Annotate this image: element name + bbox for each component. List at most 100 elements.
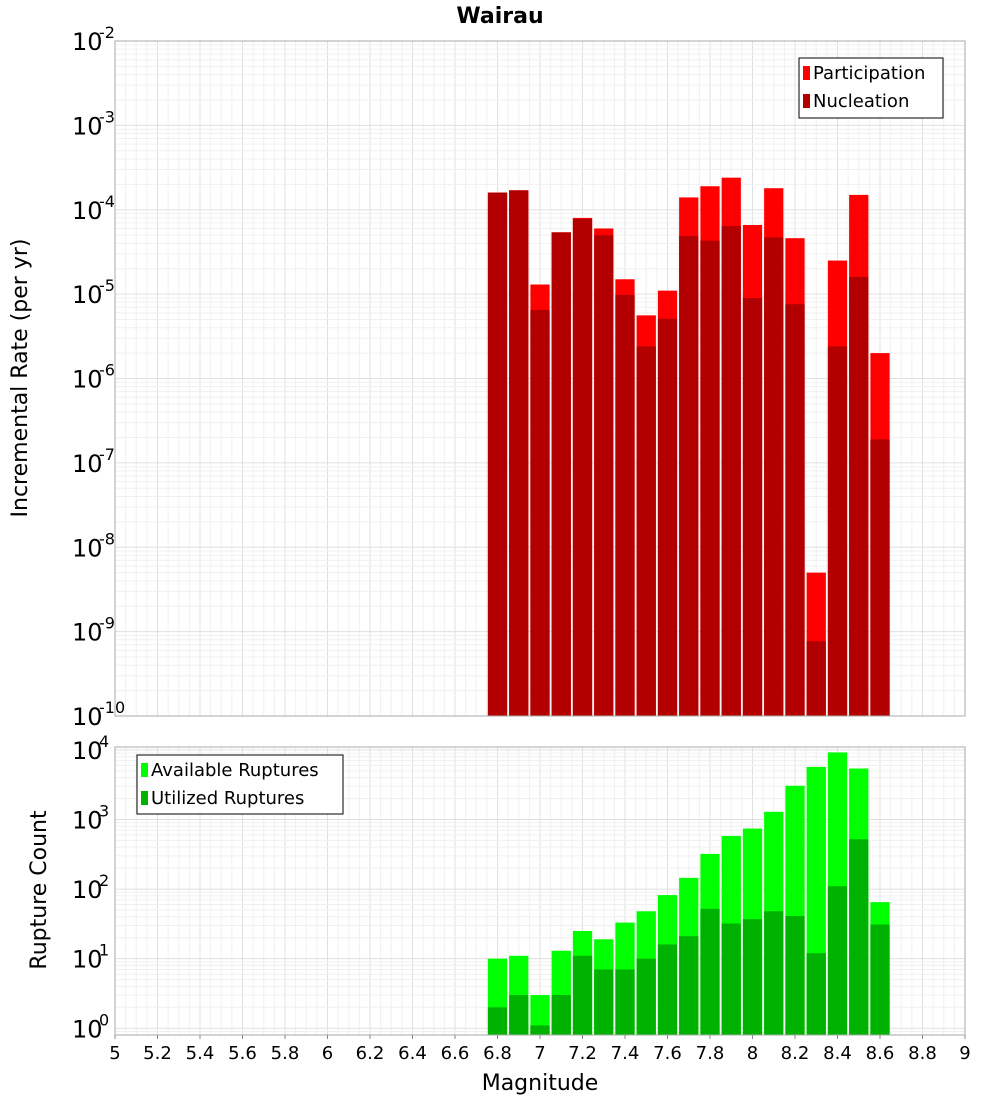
x-tick-label: 7.6: [653, 1043, 682, 1064]
utilized-ruptures-bar: [572, 955, 593, 1035]
x-tick-label: 8.8: [908, 1043, 937, 1064]
x-tick-label: 7.4: [611, 1043, 640, 1064]
bottom-y-axis-label: Rupture Count: [27, 810, 52, 970]
y-tick-label: 10: [72, 366, 103, 394]
x-tick-label: 5.8: [271, 1043, 300, 1064]
y-tick-label: 10: [72, 876, 103, 904]
y-tick-label: 10: [72, 197, 103, 225]
nucleation-legend-label: Nucleation: [813, 91, 909, 112]
legend: Participation Nucleation: [798, 57, 944, 119]
y-tick-exponent: 1: [99, 941, 109, 960]
y-tick-label: 10: [72, 946, 103, 974]
utilized-ruptures-bar: [487, 1007, 508, 1035]
y-tick-exponent: -8: [99, 529, 115, 548]
y-tick-exponent: -2: [99, 23, 115, 42]
y-tick-label: 10: [72, 737, 103, 765]
nucleation-bar: [679, 235, 699, 716]
utilized-ruptures-bar: [551, 995, 571, 1035]
top-y-axis-label: Incremental Rate (per yr): [8, 239, 33, 518]
y-tick-exponent: -5: [99, 276, 115, 295]
y-tick-exponent: -9: [99, 614, 115, 633]
y-tick-label: 10: [72, 112, 103, 140]
utilized-ruptures-bar: [742, 919, 763, 1035]
nucleation-bar: [870, 439, 890, 716]
utilized-ruptures-bar: [657, 944, 678, 1035]
legend: Available Ruptures Utilized Ruptures: [136, 754, 344, 815]
y-tick-exponent: 2: [99, 871, 109, 890]
nucleation-bar: [785, 304, 805, 716]
x-tick-label: 6.6: [441, 1043, 470, 1064]
utilized-ruptures-legend-swatch: [141, 791, 148, 805]
x-tick-label: 5: [109, 1043, 120, 1064]
y-tick-label: 10: [72, 619, 103, 647]
nucleation-bar: [742, 297, 763, 716]
utilized-ruptures-bar: [615, 969, 635, 1035]
utilized-ruptures-bar: [509, 995, 529, 1035]
nucleation-bar: [530, 309, 550, 716]
nucleation-bar: [700, 240, 720, 717]
nucleation-bar: [806, 641, 826, 716]
y-tick-label: 10: [72, 534, 103, 562]
x-tick-label: 5.2: [143, 1043, 172, 1064]
x-tick-label: 6.2: [356, 1043, 385, 1064]
nucleation-bar: [551, 232, 571, 716]
nucleation-bar: [721, 226, 741, 716]
nucleation-bar: [594, 235, 614, 716]
utilized-ruptures-legend-label: Utilized Ruptures: [151, 788, 304, 809]
nucleation-bar: [764, 237, 784, 716]
nucleation-bar: [657, 318, 678, 716]
x-tick-label: 9: [959, 1043, 970, 1064]
x-axis-label: Magnitude: [482, 1071, 599, 1096]
available-ruptures-legend-label: Available Ruptures: [151, 760, 319, 781]
nucleation-legend-swatch: [803, 94, 810, 108]
participation-nucleation-panel: 10-1010-910-810-710-610-510-410-310-2Par…: [72, 23, 966, 731]
utilized-ruptures-bar: [636, 958, 656, 1035]
utilized-ruptures-bar: [530, 1025, 550, 1035]
x-tick-label: 5.4: [186, 1043, 215, 1064]
nucleation-bar: [572, 218, 593, 716]
utilized-ruptures-bar: [700, 908, 720, 1035]
x-tick-label: 8.4: [823, 1043, 852, 1064]
y-tick-exponent: -10: [99, 698, 125, 717]
nucleation-bar: [615, 294, 635, 716]
y-tick-exponent: 3: [99, 801, 109, 820]
utilized-ruptures-bar: [785, 916, 805, 1035]
y-tick-exponent: 4: [99, 732, 109, 751]
x-tick-label: 6.8: [483, 1043, 512, 1064]
nucleation-bar: [849, 276, 869, 716]
nucleation-bar: [636, 346, 656, 716]
utilized-ruptures-bar: [764, 911, 784, 1035]
y-tick-label: 10: [72, 703, 103, 731]
utilized-ruptures-bar: [721, 923, 741, 1035]
nucleation-bar: [827, 346, 848, 716]
nucleation-bar: [509, 190, 529, 716]
utilized-ruptures-bar: [827, 886, 848, 1035]
y-tick-exponent: -7: [99, 445, 115, 464]
available-ruptures-legend-swatch: [141, 763, 148, 777]
y-tick-label: 10: [72, 450, 103, 478]
utilized-ruptures-bar: [594, 969, 614, 1035]
utilized-ruptures-bar: [806, 953, 826, 1035]
nucleation-bar: [487, 192, 508, 717]
x-tick-label: 8: [747, 1043, 758, 1064]
y-tick-exponent: -4: [99, 192, 115, 211]
utilized-ruptures-bar: [870, 924, 890, 1035]
x-tick-label: 7.2: [568, 1043, 597, 1064]
y-tick-label: 10: [72, 1015, 103, 1043]
x-tick-label: 7: [534, 1043, 545, 1064]
y-tick-exponent: -6: [99, 361, 115, 380]
utilized-ruptures-bar: [849, 839, 869, 1035]
x-tick-label: 7.8: [696, 1043, 725, 1064]
y-tick-label: 10: [72, 28, 103, 56]
x-tick-label: 6.4: [398, 1043, 427, 1064]
y-tick-label: 10: [72, 806, 103, 834]
x-tick-label: 6: [322, 1043, 333, 1064]
available-ruptures-bar: [530, 995, 550, 1035]
participation-legend-swatch: [803, 66, 810, 80]
x-tick-label: 8.2: [781, 1043, 810, 1064]
participation-legend-label: Participation: [813, 63, 925, 84]
utilized-ruptures-bar: [679, 936, 699, 1035]
x-tick-label: 8.6: [866, 1043, 895, 1064]
